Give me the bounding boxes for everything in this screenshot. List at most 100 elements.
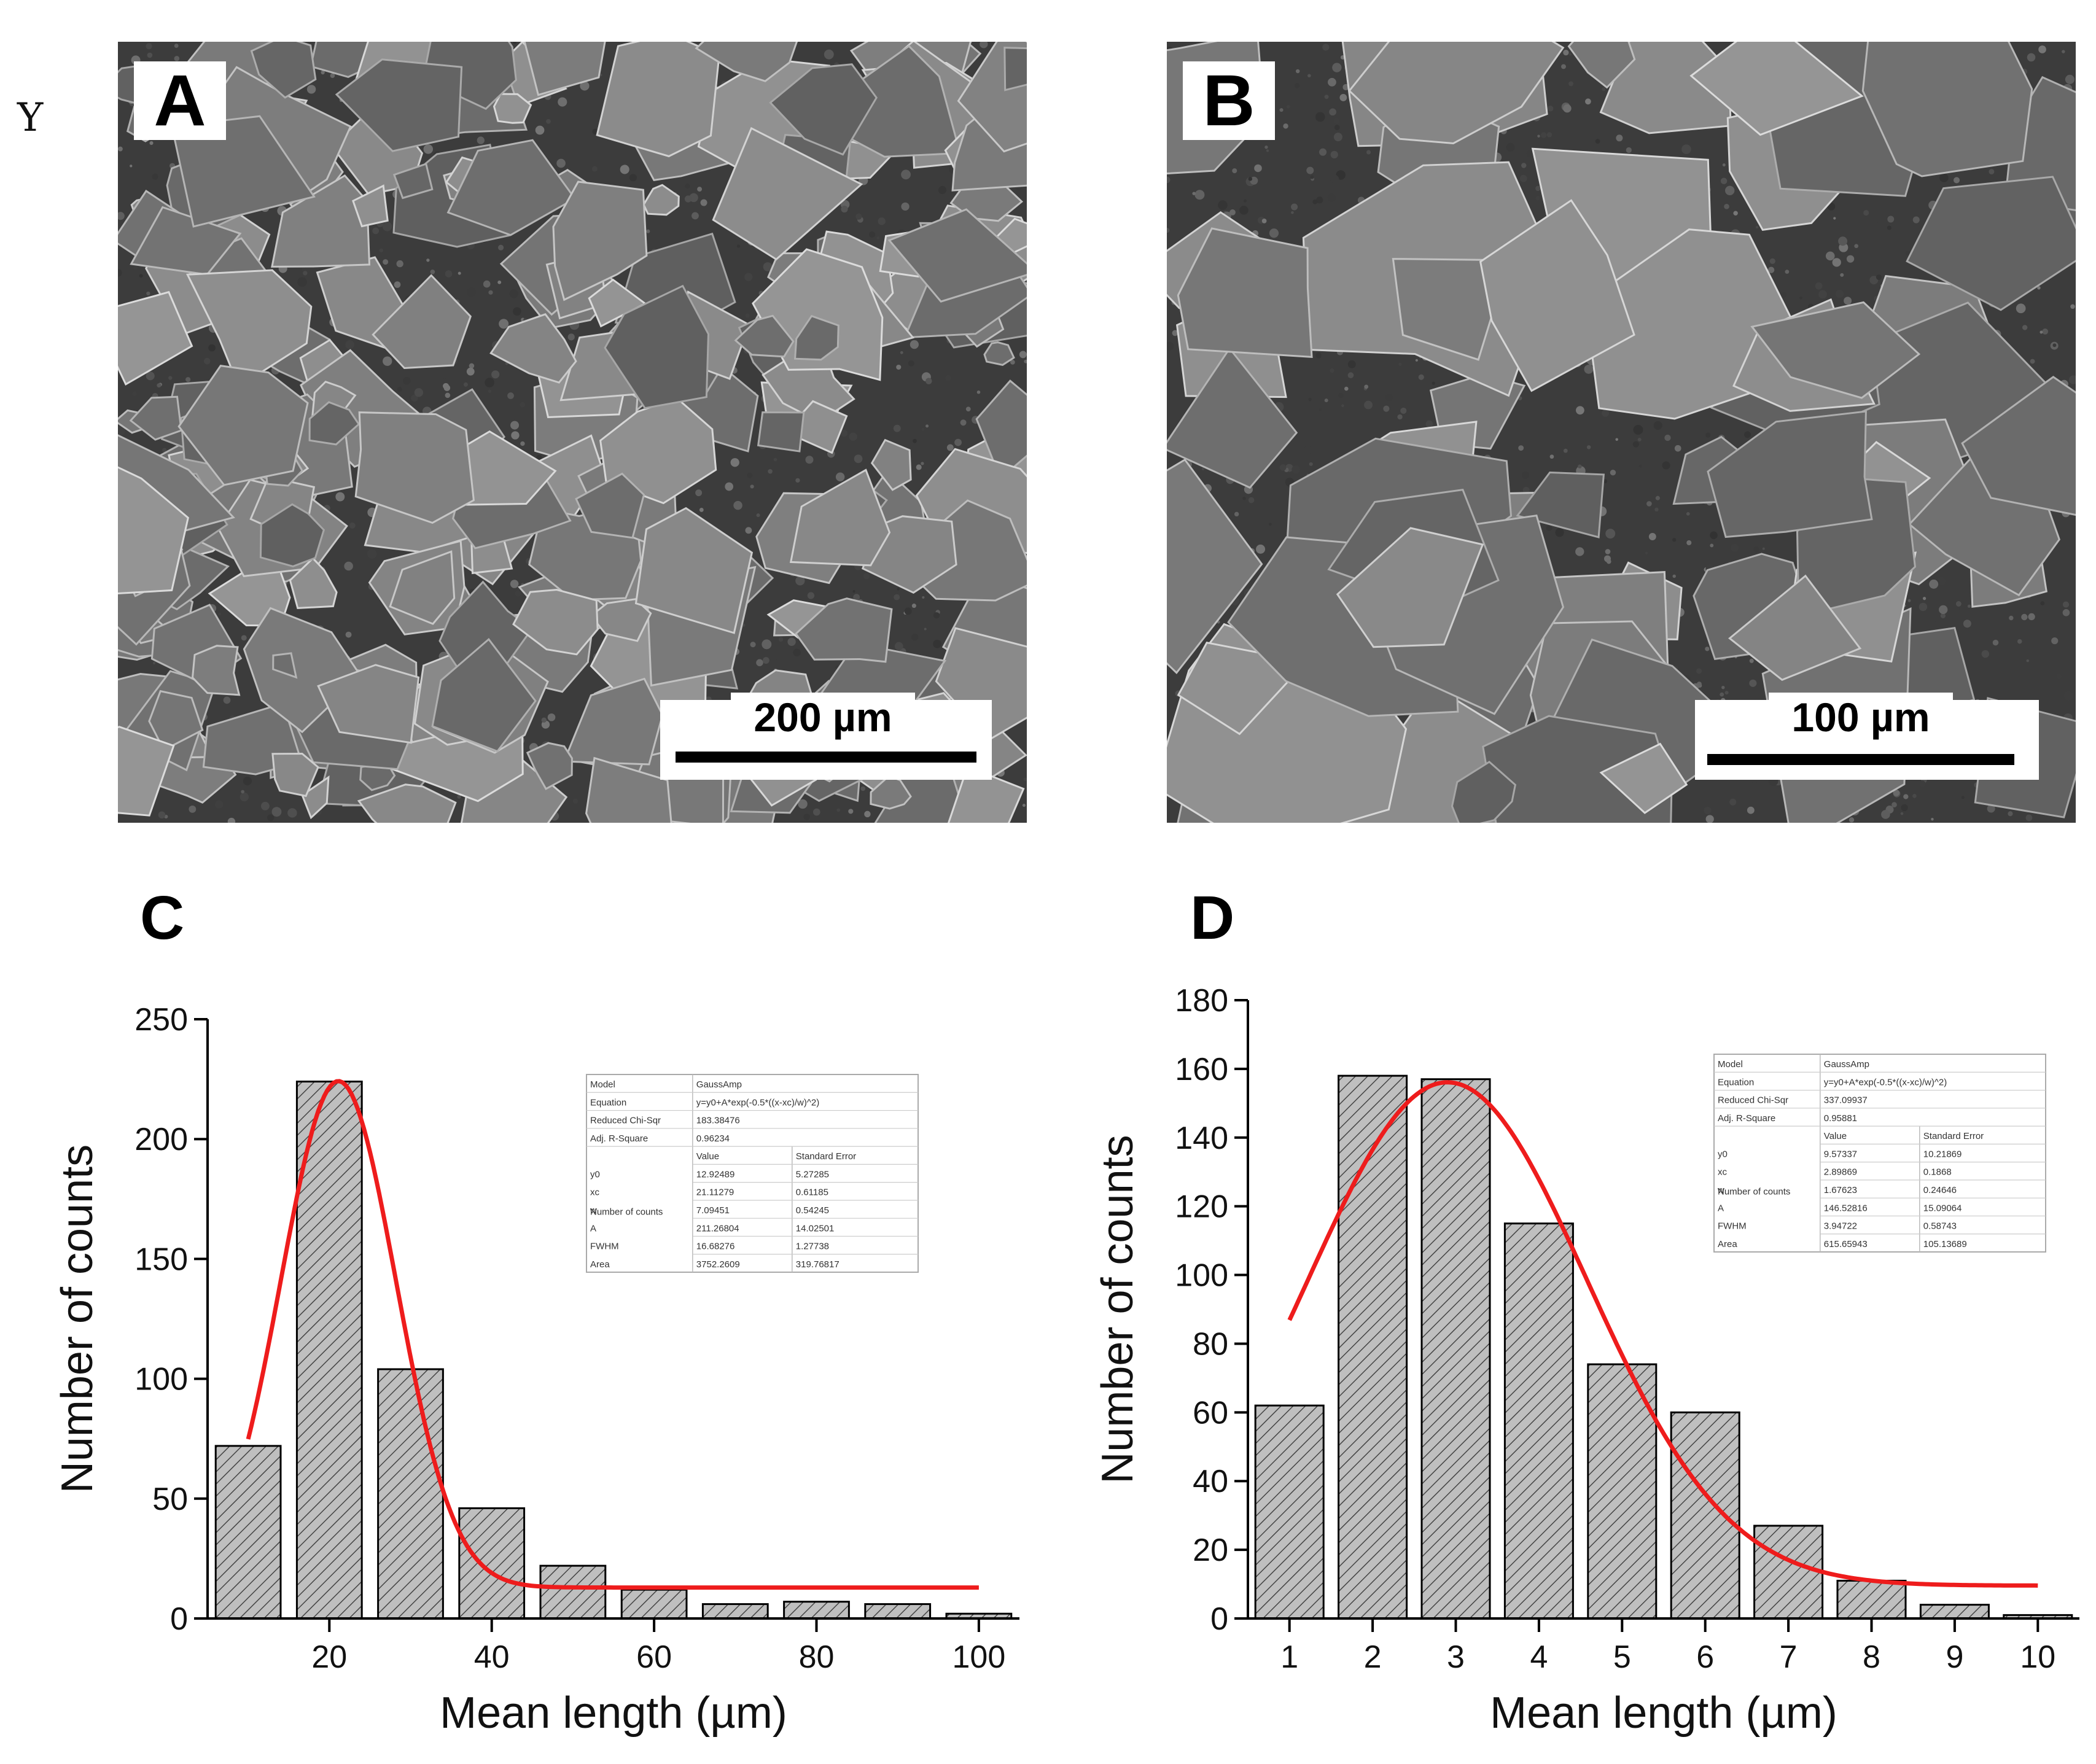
panel-c-label: C bbox=[140, 884, 185, 952]
fit-table-cell: 3.94722 bbox=[1824, 1221, 1857, 1232]
fit-table-cell: Equation bbox=[590, 1097, 626, 1108]
fit-table-cell: 0.1868 bbox=[1923, 1167, 1952, 1178]
fit-table-cell: 7.09451 bbox=[696, 1205, 730, 1216]
fit-table-cell: w bbox=[590, 1205, 597, 1216]
histogram-bar bbox=[701, 1603, 769, 1620]
fit-table-cell: 0.95881 bbox=[1824, 1113, 1857, 1124]
fit-table-cell: Standard Error bbox=[1923, 1131, 1984, 1141]
histogram-bar bbox=[1420, 1078, 1491, 1620]
scale-bar-a bbox=[676, 752, 976, 763]
fit-table-cell: 9.57337 bbox=[1824, 1149, 1857, 1159]
sem-image-a bbox=[118, 42, 1027, 823]
y-tick-label: 250 bbox=[134, 1002, 188, 1038]
fit-table-cell: 1.67623 bbox=[1824, 1185, 1857, 1195]
fit-table-cell: 183.38476 bbox=[696, 1116, 740, 1126]
panel-b-label: B bbox=[1183, 60, 1275, 141]
fit-table-cell: 21.11279 bbox=[696, 1187, 734, 1198]
y-tick-label: 160 bbox=[1175, 1052, 1228, 1087]
x-tick-label: 100 bbox=[953, 1639, 1006, 1675]
gauss-fit-curve bbox=[1287, 1080, 2038, 1588]
y-tick-label: 150 bbox=[134, 1241, 188, 1277]
panel-a-label: A bbox=[134, 60, 226, 141]
fit-table-cell: 10.21869 bbox=[1923, 1149, 1962, 1159]
x-tick-label: 10 bbox=[2020, 1639, 2055, 1675]
fit-table-cell: xc bbox=[1718, 1167, 1728, 1178]
y-tick-label: 80 bbox=[1193, 1326, 1228, 1362]
fit-table-cell: Value bbox=[696, 1151, 719, 1162]
fit-table-cell: y=y0+A*exp(-0.5*((x-xc)/w)^2) bbox=[696, 1097, 819, 1108]
y-tick-label: 50 bbox=[152, 1482, 188, 1517]
fit-table-cell: GaussAmp bbox=[696, 1079, 742, 1090]
fit-table-cell: 0.24646 bbox=[1923, 1185, 1957, 1195]
histogram-bar bbox=[864, 1603, 932, 1620]
fit-table-cell: y0 bbox=[1718, 1149, 1728, 1159]
fit-table-cell: A bbox=[1718, 1203, 1724, 1213]
x-tick-label: 4 bbox=[1530, 1639, 1548, 1675]
fit-table-cell: 0.61185 bbox=[796, 1187, 828, 1198]
fit-table-cell: 5.27285 bbox=[796, 1169, 829, 1179]
y-tick-label: 60 bbox=[1193, 1395, 1228, 1431]
fit-table-cell: w bbox=[1717, 1185, 1724, 1195]
histogram-bar bbox=[539, 1564, 607, 1620]
fit-table-group-label: Number of counts bbox=[1718, 1186, 1790, 1197]
histogram-bar bbox=[1670, 1411, 1740, 1620]
fit-table-cell: 319.76817 bbox=[796, 1259, 840, 1270]
fit-table-cell: 211.26804 bbox=[696, 1223, 739, 1234]
x-tick-label: 20 bbox=[311, 1639, 347, 1675]
histogram-bar bbox=[1836, 1579, 1907, 1620]
histogram-bar bbox=[1254, 1404, 1325, 1620]
fit-table-cell: 2.89869 bbox=[1824, 1167, 1857, 1178]
fit-table-cell: 146.52816 bbox=[1824, 1203, 1868, 1213]
chart-d: 0 20 40 60 80 100 120 140 160 180 1 2 3 4 5 6 7 8 9 10 Mean … bbox=[1093, 983, 2079, 1738]
scale-bar-label-b: 100 µm bbox=[1769, 693, 1953, 742]
x-axis-label: Mean length (µm) bbox=[1490, 1688, 1837, 1738]
fit-table-cell: Area bbox=[1718, 1239, 1737, 1249]
fit-table-cell: FWHM bbox=[590, 1241, 619, 1252]
fit-table-cell: 0.58743 bbox=[1923, 1221, 1957, 1232]
x-tick-label: 1 bbox=[1280, 1639, 1298, 1675]
x-tick-label: 8 bbox=[1863, 1639, 1880, 1675]
y-tick-label: 200 bbox=[134, 1122, 188, 1157]
fit-table-cell: Value bbox=[1824, 1131, 1847, 1141]
fit-table-cell: GaussAmp bbox=[1824, 1059, 1869, 1070]
y-tick-label: 120 bbox=[1175, 1189, 1228, 1225]
fit-table-cell: A bbox=[590, 1223, 596, 1234]
fit-table-cell: 0.96234 bbox=[696, 1133, 730, 1144]
sem-texture-a bbox=[118, 42, 1027, 823]
fit-table-cell: Model bbox=[590, 1079, 615, 1090]
fit-table-cell: Reduced Chi-Sqr bbox=[1718, 1095, 1788, 1106]
fit-table-cell: 16.68276 bbox=[696, 1241, 735, 1252]
scale-bar-b bbox=[1707, 754, 2014, 765]
fit-table-cell: 14.02501 bbox=[796, 1223, 835, 1234]
y-tick-label: 100 bbox=[1175, 1258, 1228, 1294]
x-tick-label: 3 bbox=[1447, 1639, 1465, 1675]
x-tick-label: 9 bbox=[1946, 1639, 1963, 1675]
x-tick-label: 40 bbox=[474, 1639, 510, 1675]
histogram-bar bbox=[458, 1507, 526, 1620]
histogram-bar bbox=[1587, 1363, 1658, 1620]
fit-table-cell: Equation bbox=[1718, 1077, 1754, 1087]
histogram-bar bbox=[377, 1368, 444, 1620]
fit-table-cell: Adj. R-Square bbox=[590, 1133, 648, 1144]
histogram-bar bbox=[1338, 1074, 1408, 1620]
fit-table-cell: 615.65943 bbox=[1824, 1239, 1868, 1249]
histogram-bar bbox=[295, 1081, 363, 1620]
y-tick-label: 140 bbox=[1175, 1121, 1228, 1156]
scale-bar-label-a: 200 µm bbox=[731, 693, 915, 742]
y-tick-label: 100 bbox=[134, 1362, 188, 1397]
panel-d-label: D bbox=[1190, 884, 1235, 952]
fit-table-cell: Model bbox=[1718, 1059, 1743, 1070]
y-axis-label: Number of counts bbox=[53, 1144, 102, 1493]
fit-table-cell: 0.54245 bbox=[796, 1205, 829, 1216]
y-tick-label: 0 bbox=[1210, 1601, 1228, 1637]
fit-table-cell: Adj. R-Square bbox=[1718, 1113, 1775, 1124]
fit-table-cell: 1.27738 bbox=[796, 1241, 829, 1252]
y-tick-label: 0 bbox=[170, 1601, 188, 1637]
fit-table-cell: FWHM bbox=[1718, 1221, 1747, 1232]
histogram-bar bbox=[1753, 1525, 1824, 1620]
fit-table-cell: 12.92489 bbox=[696, 1169, 735, 1179]
gauss-fit-curve bbox=[246, 1079, 979, 1590]
fit-table-cell: 15.09064 bbox=[1923, 1203, 1962, 1213]
chart-c: 0 50 100 150 200 250 20 40 60 80 100 Mean length (µ… bbox=[53, 1002, 1019, 1738]
x-tick-label: 5 bbox=[1613, 1639, 1631, 1675]
